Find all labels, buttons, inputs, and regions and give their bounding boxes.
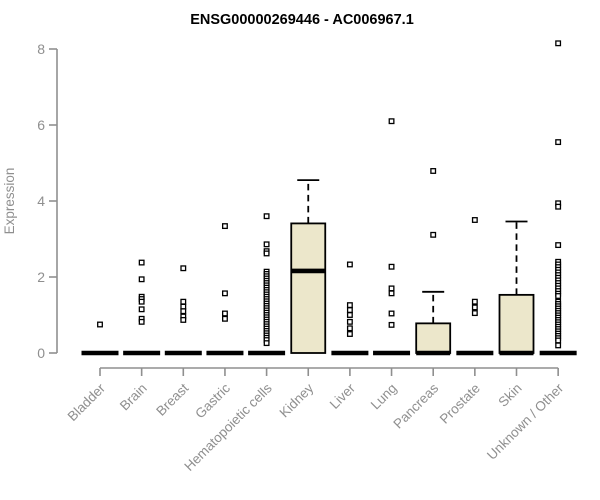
outlier-point: [138, 276, 145, 283]
outlier-point: [138, 318, 145, 325]
box-skin: [498, 220, 535, 356]
outlier-point: [263, 241, 270, 248]
plot-area: 0 2 4 6 8 Bladder Brain Breast GastricHematopoie…: [37, 40, 577, 474]
x-tick-label: Unknown / Other: [484, 380, 567, 463]
x-tick-label: Gastric: [192, 380, 233, 421]
box-brain: [123, 259, 161, 356]
outlier-point: [555, 337, 562, 344]
box-breast: [164, 265, 202, 356]
outlier-point: [471, 298, 478, 305]
outlier-point: [388, 118, 395, 125]
outlier-point: [346, 307, 353, 314]
chart-title: ENSG00000269446 - AC006967.1: [190, 12, 414, 28]
box-gastric: [206, 223, 244, 356]
box-hematopoietic-cells: [248, 213, 286, 356]
outlier-point: [430, 168, 437, 174]
outlier-point: [346, 318, 353, 325]
box-pancreas: [415, 168, 452, 356]
box-unknown-other: [539, 40, 577, 356]
outlier-point: [263, 340, 270, 347]
outlier-point: [430, 231, 437, 238]
outlier-point: [555, 203, 562, 210]
x-tick-label: Lung: [368, 381, 400, 413]
outlier-point: [346, 331, 353, 337]
outlier-point: [138, 306, 145, 313]
outlier-point: [221, 223, 228, 230]
x-tick-label: Pancreas: [390, 380, 441, 431]
outlier-point: [180, 298, 187, 305]
outlier-point: [138, 298, 145, 305]
y-tick-label: 8: [37, 41, 45, 57]
y-axis-label: Expression: [2, 168, 17, 235]
outlier-point: [221, 290, 228, 297]
outlier-point: [263, 213, 270, 220]
outlier-point: [555, 293, 562, 299]
x-tick-label: Kidney: [277, 380, 317, 420]
outlier-point: [346, 312, 353, 318]
x-tick-label: Bladder: [65, 380, 109, 424]
outlier-point: [388, 263, 395, 270]
outlier-point: [263, 250, 270, 257]
x-tick-label: Brain: [117, 381, 150, 414]
x-tick-label: Prostate: [437, 381, 483, 427]
outlier-point: [346, 302, 353, 309]
outlier-point: [388, 321, 395, 328]
outlier-point: [471, 217, 478, 223]
outlier-point: [138, 259, 145, 266]
outlier-point: [388, 310, 395, 317]
y-tick-label: 6: [37, 117, 45, 133]
box-prostate: [456, 217, 494, 356]
outlier-point: [555, 40, 562, 47]
outlier-point: [555, 242, 562, 249]
outlier-point: [555, 139, 562, 146]
x-tick-label: Liver: [327, 380, 359, 412]
outlier-point: [180, 308, 187, 315]
outlier-point: [221, 310, 228, 317]
y-tick-label: 0: [37, 345, 45, 361]
y-axis: 0 2 4 6 8: [37, 41, 58, 361]
y-tick-label: 4: [37, 193, 45, 209]
outlier-point: [388, 285, 395, 292]
outlier-point: [555, 342, 562, 349]
outlier-point: [471, 310, 478, 317]
outlier-point: [180, 316, 187, 323]
box-kidney: [290, 179, 327, 354]
outlier-point: [346, 325, 353, 332]
outlier-point: [388, 290, 395, 297]
box-lung: [373, 118, 411, 356]
x-tick-label: Breast: [153, 380, 191, 418]
box-bladder: [81, 321, 119, 356]
outlier-point: [471, 304, 478, 311]
y-tick-label: 2: [37, 269, 45, 285]
x-tick-label: Skin: [495, 381, 524, 410]
box-liver: [331, 261, 369, 356]
outlier-point: [221, 315, 228, 322]
outlier-point: [346, 261, 353, 268]
outlier-point: [97, 321, 103, 328]
outlier-point: [180, 265, 187, 272]
